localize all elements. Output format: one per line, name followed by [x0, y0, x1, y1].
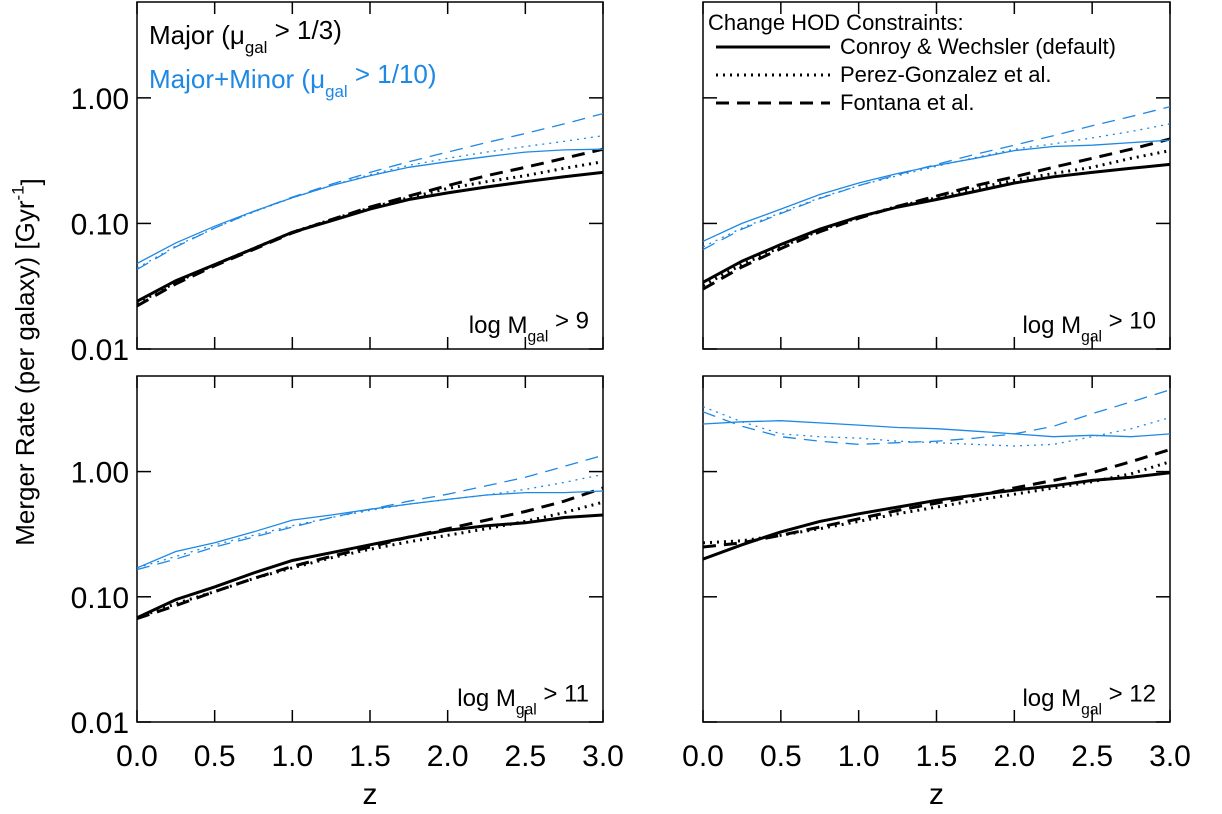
x-axis-label: z	[363, 778, 378, 811]
series-line	[703, 123, 1170, 248]
label-part: > 10	[1102, 307, 1156, 334]
label-part: gal	[1081, 328, 1102, 345]
series-line	[703, 460, 1170, 545]
series-line	[703, 406, 1170, 447]
label-part: gal	[245, 38, 268, 57]
plot-frame	[702, 375, 1171, 723]
x-tick-label: 1.5	[916, 740, 958, 773]
panel-label: log Mgal > 9	[469, 307, 589, 345]
label-part: gal	[527, 328, 548, 345]
series-line	[703, 106, 1170, 251]
series-line	[703, 420, 1170, 438]
y-tick-label: 1.00	[71, 83, 129, 116]
label-part: Major+Minor (μ	[149, 64, 325, 94]
x-axis-label: z	[929, 778, 944, 811]
legend-entry: Conroy & Wechsler (default)	[840, 34, 1116, 59]
label-part: > 11	[537, 680, 589, 707]
panel: 0.0 0.5 1.0 1.5 2.0 2.5 3.0 0.01 0.10 1.00 log Mga…	[71, 375, 624, 811]
legend-entry: Perez-Gonzalez et al.	[840, 62, 1052, 87]
legend-entry: Major (μgal > 1/3)	[149, 15, 342, 57]
label-part: log M	[1022, 685, 1081, 712]
series-line	[137, 513, 603, 620]
label-part: Merger Rate (per galaxy) [Gyr	[10, 200, 40, 546]
y-tick-label: 0.01	[71, 707, 129, 740]
x-tick-label: 2.5	[504, 740, 546, 773]
series-line	[137, 500, 603, 620]
y-tick-label: 0.10	[71, 208, 129, 241]
y-axis-label: Merger Rate (per galaxy) [Gyr-1]	[9, 178, 46, 546]
label-part: Major (μ	[149, 20, 245, 50]
series-line	[137, 490, 603, 569]
label-part: log M	[1022, 312, 1081, 339]
x-tick-label: 2.0	[427, 740, 469, 773]
x-tick-label: 0.0	[116, 740, 158, 773]
series-line	[703, 137, 1170, 291]
panel-label: log Mgal > 10	[1022, 307, 1156, 345]
label-part: gal	[1081, 701, 1102, 718]
series-line	[703, 448, 1170, 549]
x-tick-label: 0.0	[682, 740, 724, 773]
x-tick-label: 2.0	[993, 740, 1035, 773]
x-tick-label: 1.0	[838, 740, 880, 773]
x-tick-label: 0.5	[760, 740, 802, 773]
x-tick-label: 1.5	[349, 740, 391, 773]
label-part: ]	[16, 178, 46, 185]
label-part: log M	[469, 312, 528, 339]
y-tick-label: 0.10	[71, 582, 129, 615]
series-line	[137, 454, 603, 571]
label-part: log M	[457, 685, 516, 712]
x-tick-label: 0.5	[194, 740, 236, 773]
series-line	[137, 135, 603, 269]
y-tick-label: 1.00	[71, 457, 129, 490]
x-tick-label: 3.0	[582, 740, 624, 773]
label-part: -1	[9, 185, 28, 200]
label-part: > 1/3)	[267, 15, 341, 45]
x-tick-label: 2.5	[1071, 740, 1113, 773]
legend-entry: Major+Minor (μgal > 1/10)	[149, 59, 437, 101]
series-line	[137, 147, 603, 308]
label-part: gal	[325, 82, 348, 101]
label-part: > 9	[548, 307, 589, 334]
series-line	[137, 170, 603, 303]
series-line	[137, 148, 603, 265]
y-tick-label: 0.01	[71, 334, 129, 367]
series-line	[703, 471, 1170, 561]
x-tick-label: 1.0	[271, 740, 313, 773]
label-part: gal	[516, 701, 537, 718]
series-line	[703, 389, 1170, 446]
panel: 0.0 0.5 1.0 1.5 2.0 2.5 3.0 log Mgal > 12 z	[682, 375, 1191, 811]
series-line	[137, 486, 603, 621]
x-tick-label: 3.0	[1149, 740, 1191, 773]
panel: log Mgal > 10 Change HOD Constraints:Conr…	[702, 1, 1171, 350]
series-line	[137, 112, 603, 271]
series-line	[703, 139, 1170, 242]
label-part: > 1/10)	[348, 59, 437, 89]
series-line	[137, 160, 603, 305]
legend-entry: Fontana et al.	[840, 90, 975, 115]
series-line	[703, 162, 1170, 284]
panel-label: log Mgal > 12	[1022, 680, 1156, 718]
panel-label: log Mgal > 11	[457, 680, 589, 718]
legend-title: Change HOD Constraints:	[708, 10, 964, 35]
label-part: > 12	[1102, 680, 1156, 707]
